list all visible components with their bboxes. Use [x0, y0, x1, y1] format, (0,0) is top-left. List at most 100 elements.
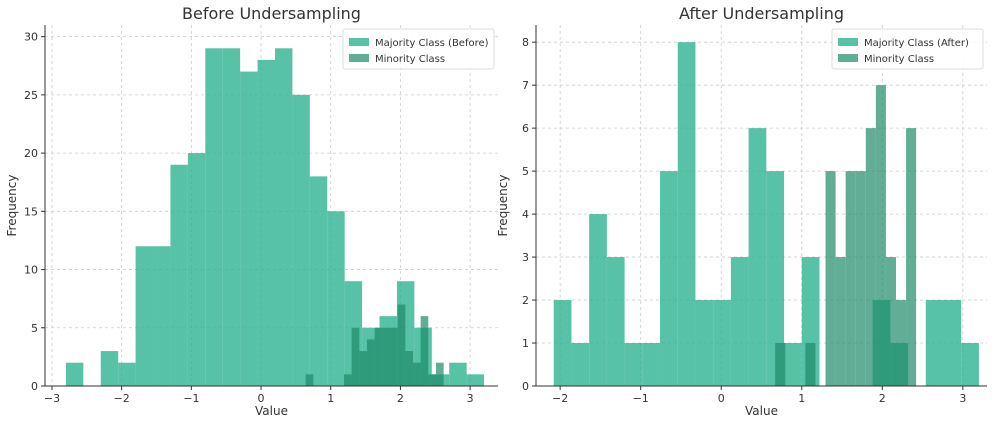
y-tick-label: 20 [24, 147, 38, 160]
histogram-bar-majority [677, 42, 696, 386]
y-tick-label: 3 [522, 251, 529, 264]
histogram-bar-minority [405, 351, 413, 386]
x-tick-label: 0 [718, 392, 725, 405]
histogram-bar-majority [961, 343, 979, 386]
histogram-bar-majority [118, 362, 136, 386]
histogram-bar-majority [449, 362, 467, 386]
histogram-bar-minority [835, 257, 846, 386]
legend-label: Minority Class [375, 54, 445, 65]
legend-box [342, 28, 495, 70]
legend-swatch [838, 38, 858, 46]
histogram-bar-minority [845, 171, 856, 386]
histogram-bar-majority [766, 171, 785, 386]
histogram-bar-majority [135, 246, 154, 386]
histogram-bar-majority [642, 343, 661, 386]
chart-title: Before Undersampling [182, 4, 361, 23]
histogram-bar-majority [309, 176, 328, 386]
legend-swatch [838, 54, 858, 62]
histogram-bar-minority [397, 304, 406, 386]
legend: Majority Class (Before) Minority Class [342, 28, 495, 70]
histogram-bar-majority [466, 374, 485, 386]
histogram-bar-minority [885, 257, 896, 386]
y-tick-label: 4 [522, 208, 529, 221]
x-tick-label: 0 [258, 392, 265, 405]
legend-label: Majority Class (After) [864, 38, 969, 49]
histogram-bar-majority [748, 128, 767, 386]
x-tick-label: 1 [327, 392, 334, 405]
histogram-bar-majority [240, 71, 258, 387]
histogram-bar-minority [420, 316, 429, 386]
histogram-bar-minority [428, 374, 436, 386]
y-tick-label: 2 [522, 294, 529, 307]
histogram-bar-majority [292, 94, 310, 386]
y-tick-label: 5 [31, 322, 38, 335]
histogram-bar-minority [389, 327, 398, 386]
histogram-bar-majority [784, 343, 802, 386]
histogram-bar-minority [825, 171, 836, 386]
histogram-bar-minority [875, 85, 886, 387]
histogram-bar-majority [589, 214, 607, 386]
histogram-bar-majority [624, 343, 643, 386]
histogram-bar-minority [359, 351, 367, 386]
y-tick-label: 0 [522, 380, 529, 393]
histogram-bar-majority [205, 48, 223, 387]
x-tick-label: −1 [183, 392, 199, 405]
histogram-bar-majority [695, 300, 714, 386]
y-tick-label: 7 [522, 79, 529, 92]
x-tick-label: −1 [633, 392, 649, 405]
histogram-bar-majority [606, 257, 625, 386]
histogram-bar-minority [865, 128, 876, 386]
x-tick-label: −3 [44, 392, 60, 405]
histogram-bar-minority [374, 327, 383, 386]
histogram-bar-majority [713, 300, 731, 386]
legend-box [831, 28, 984, 70]
x-tick-label: −2 [552, 392, 568, 405]
histogram-bar-minority [305, 374, 314, 386]
histogram-bar-minority [343, 374, 352, 386]
legend-label: Majority Class (Before) [375, 38, 489, 49]
histogram-bar-majority [170, 164, 188, 386]
histogram-bar-majority [943, 300, 962, 386]
y-axis-label: Frequency [5, 175, 19, 237]
x-tick-label: 1 [798, 392, 805, 405]
histogram-bar-minority [435, 362, 444, 386]
histogram-bar-minority [855, 171, 866, 386]
histogram-bar-majority [730, 257, 749, 386]
y-tick-label: 8 [522, 36, 529, 49]
histogram-bar-majority [327, 211, 345, 386]
histogram-bar-majority [925, 300, 944, 386]
histogram-bar-minority [412, 362, 421, 386]
x-tick-label: 3 [467, 392, 474, 405]
x-tick-label: 2 [879, 392, 886, 405]
histogram-bar-minority [382, 327, 390, 386]
y-tick-label: 25 [24, 89, 38, 102]
x-tick-label: −2 [114, 392, 130, 405]
legend-swatch [349, 54, 369, 62]
histogram-bar-majority [65, 362, 84, 386]
chart-after-undersampling: −2 −1 0 1 2 3 0 1 2 3 4 5 6 7 8 After Undersampling Valu… [496, 4, 987, 418]
histogram-bar-majority [153, 246, 171, 386]
chart-title: After Undersampling [679, 4, 844, 23]
histogram-bar-majority [660, 171, 678, 386]
x-tick-label: 3 [959, 392, 966, 405]
y-tick-label: 6 [522, 122, 529, 135]
histogram-bar-minority [906, 128, 917, 386]
x-axis-label: Value [255, 404, 288, 418]
legend-label: Minority Class [864, 54, 934, 65]
y-tick-label: 5 [522, 165, 529, 178]
x-tick-label: 2 [397, 392, 404, 405]
y-axis-label: Frequency [496, 175, 510, 237]
histogram-bar-minority [366, 339, 375, 386]
x-axis-label: Value [745, 404, 778, 418]
legend: Majority Class (After) Minority Class [831, 28, 984, 70]
y-tick-label: 15 [24, 205, 38, 218]
y-tick-label: 0 [31, 380, 38, 393]
histogram-bar-minority [805, 343, 816, 386]
y-tick-label: 30 [24, 31, 38, 44]
histogram-bar-majority [274, 48, 293, 387]
histogram-bar-majority [257, 59, 275, 386]
histogram-bar-majority [553, 300, 572, 386]
y-tick-label: 1 [522, 337, 529, 350]
